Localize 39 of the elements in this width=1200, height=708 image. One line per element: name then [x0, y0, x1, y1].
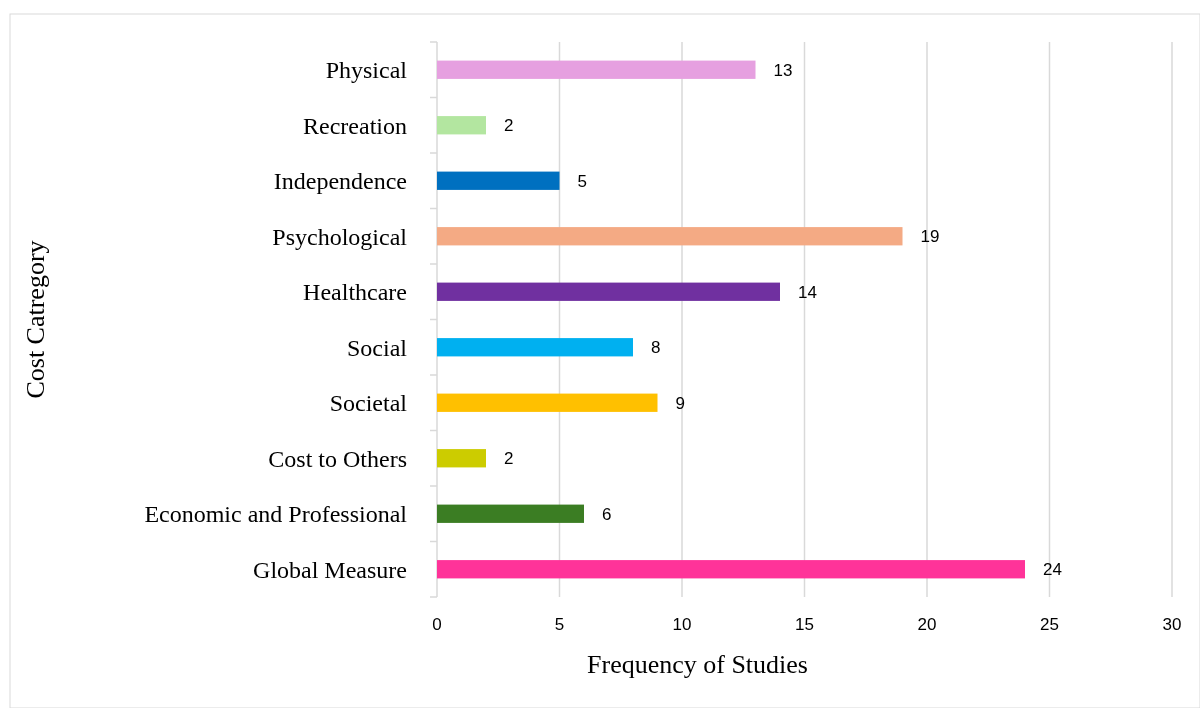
x-tick-label: 0 [432, 615, 442, 634]
x-tick-label: 30 [1162, 615, 1182, 634]
y-tick-label: Social [347, 334, 408, 361]
data-label: 13 [773, 60, 793, 80]
y-tick-label: Healthcare [303, 279, 407, 306]
data-label: 19 [920, 227, 940, 247]
data-label: 8 [651, 338, 661, 358]
bar [437, 116, 486, 135]
x-tick-label: 20 [917, 615, 937, 634]
data-label: 2 [504, 116, 514, 136]
data-label: 24 [1043, 560, 1062, 580]
y-tick-label: Global Measure [253, 556, 407, 583]
y-tick-label: Societal [329, 390, 408, 417]
y-tick-label: Cost to Others [268, 445, 407, 472]
x-axis-title: Frequency of Studies [587, 650, 808, 679]
data-label: 2 [504, 449, 514, 469]
x-tick-label: 15 [795, 615, 814, 634]
bar [437, 60, 756, 79]
bar [437, 171, 560, 190]
data-label: 14 [798, 282, 817, 302]
y-axis-title: Cost Catregory [21, 240, 50, 399]
y-tick-label: Economic and Professional [144, 501, 408, 528]
x-tick-label: 10 [672, 615, 692, 634]
data-label: 6 [602, 504, 612, 524]
y-tick-label: Psychological [272, 223, 408, 250]
bar [437, 504, 584, 523]
x-tick-label: 25 [1040, 615, 1059, 634]
bar [437, 393, 658, 412]
bar [437, 449, 486, 468]
bar [437, 560, 1025, 579]
bar [437, 338, 633, 357]
x-tick-label: 5 [554, 615, 565, 634]
bar [437, 227, 903, 246]
y-tick-label: Independence [273, 168, 407, 195]
data-label: 9 [675, 393, 685, 413]
y-tick-label: Physical [325, 57, 408, 84]
bar [437, 282, 780, 301]
data-label: 5 [577, 171, 587, 191]
y-tick-label: Recreation [303, 112, 407, 139]
